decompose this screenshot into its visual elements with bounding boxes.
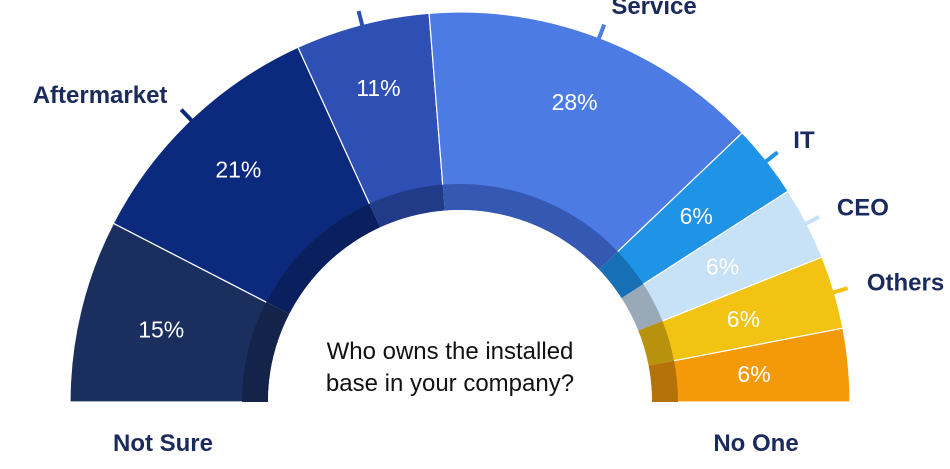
tick-sales [356,10,365,29]
value-label-sales: 11% [356,75,400,101]
chart-value-labels: 15% 21% 11% 28% 6% 6% 6% 6% [138,75,770,387]
chart-title-line-2: base in your company? [325,370,575,397]
chart-title-line-1: Who owns the installed [326,338,574,365]
category-label-sales: Sales [291,0,354,6]
segment-band-service [442,183,618,270]
value-label-not-sure: 15% [138,317,184,343]
tick-service [595,23,607,43]
category-label-it: IT [793,127,815,154]
segment-band-it [598,251,644,299]
value-label-ceo: 6% [706,254,739,280]
chart-segments [69,11,851,403]
category-label-no-one: No One [713,430,798,457]
chart-label-ticks [179,10,849,296]
segment-band-sales [369,184,445,228]
chart-category-labels: Not Sure Aftermarket Sales Service IT CEO Othe… [33,0,944,457]
value-label-it: 6% [680,203,713,229]
segment-band-ceo [621,284,663,331]
category-label-service: Service [611,0,696,20]
tick-others [829,286,849,296]
value-label-aftermarket: 21% [215,157,261,183]
segment-band-others [638,320,675,366]
chart-title: Who owns the installed base in your comp… [300,336,600,400]
segment-band-not-sure [242,302,290,402]
value-label-service: 28% [552,89,598,115]
category-label-others: Others [867,270,944,297]
tick-it [762,150,779,165]
category-label-aftermarket: Aftermarket [33,82,168,109]
category-label-ceo: CEO [837,195,889,222]
value-label-no-one: 6% [737,361,770,387]
segment-band-aftermarket [266,203,381,315]
tick-ceo [802,215,821,227]
chart-center-hole [268,210,652,402]
chart-inner-bands [242,183,678,402]
segment-band-no-one [648,360,678,402]
value-label-others: 6% [727,306,760,332]
tick-aftermarket [179,108,196,125]
category-label-not-sure: Not Sure [113,430,213,457]
